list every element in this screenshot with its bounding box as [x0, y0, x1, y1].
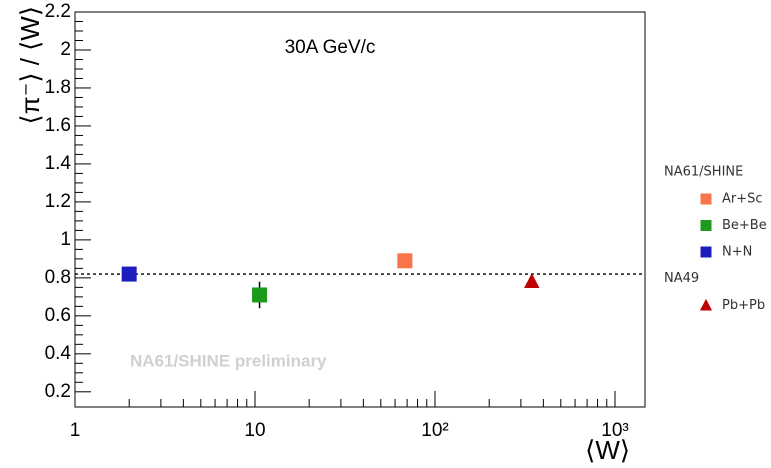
legend-marker — [700, 193, 712, 205]
y-tick-label: 1.2 — [45, 191, 71, 212]
legend-group-title: NA49 — [664, 271, 699, 286]
legend-marker — [700, 246, 712, 258]
legend-marker — [699, 298, 713, 311]
data-point — [397, 253, 413, 269]
legend-label: Pb+Pb — [722, 298, 765, 313]
legend-group-title: NA61/SHINE — [664, 165, 743, 180]
data-point — [121, 266, 137, 282]
legend-label: Be+Be — [722, 218, 767, 233]
x-tick-label: 10³ — [601, 420, 628, 441]
x-tick-label: 10² — [421, 420, 448, 441]
x-tick-label: 10 — [244, 420, 265, 441]
y-tick-label: 1 — [60, 229, 71, 250]
x-tick-label: 1 — [70, 420, 81, 441]
data-point — [252, 287, 268, 303]
y-tick-label: 2 — [60, 39, 71, 60]
y-axis-label: ⟨π⁻⟩ / ⟨W⟩ — [15, 6, 45, 124]
y-tick-label: 2.2 — [45, 1, 71, 22]
legend-marker — [700, 220, 712, 231]
y-tick-label: 0.4 — [45, 343, 72, 364]
legend-label: Ar+Sc — [722, 192, 763, 207]
y-tick-label: 0.6 — [45, 305, 71, 326]
y-tick-label: 1.6 — [45, 115, 71, 136]
y-tick-label: 1.8 — [45, 77, 71, 98]
y-tick-label: 0.2 — [45, 381, 71, 402]
y-tick-label: 1.4 — [45, 153, 72, 174]
plot-frame — [74, 11, 646, 408]
y-tick-label: 0.8 — [45, 267, 71, 288]
legend-label: N+N — [722, 245, 752, 260]
data-point — [524, 273, 540, 288]
preliminary-label: NA61/SHINE preliminary — [130, 351, 327, 370]
chart-title: 30A GeV/c — [285, 37, 376, 58]
x-axis-label: ⟨W⟩ — [585, 435, 630, 465]
